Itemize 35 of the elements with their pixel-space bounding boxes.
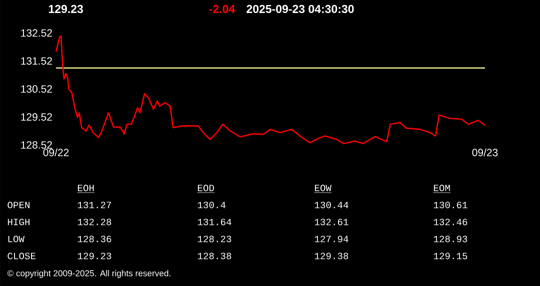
y-tick-label: 129.52 xyxy=(21,113,52,121)
y-tick-label: 130.52 xyxy=(21,85,52,93)
category-label: OPEN xyxy=(8,202,30,208)
chart-subtitle: -2.04 xyxy=(209,4,236,14)
text: 129.23 xyxy=(78,252,112,260)
text: 130.44 xyxy=(314,202,348,208)
text: 128.38 xyxy=(198,252,232,260)
text: 132.46 xyxy=(434,218,468,226)
category-label: CLOSE xyxy=(8,252,36,260)
x-tick-label: 09/23 xyxy=(472,148,498,156)
y-tick-label: 131.52 xyxy=(21,57,52,65)
text: 131.64 xyxy=(198,218,232,226)
text: 130.4 xyxy=(198,202,226,208)
chart-title: 129.23 xyxy=(48,4,83,14)
text: 129.15 xyxy=(434,252,468,260)
text: 132.61 xyxy=(314,218,348,226)
category-label: EOH xyxy=(78,184,94,192)
category-label: EOM xyxy=(434,184,450,192)
category-label: LOW xyxy=(8,236,24,242)
text: 128.36 xyxy=(78,236,112,242)
text: 128.23 xyxy=(198,236,232,242)
category-label: EOD xyxy=(198,184,214,192)
text: 2025-09-23 04:30:30 xyxy=(246,4,354,14)
y-tick-label: 132.52 xyxy=(21,29,52,37)
category-label: EOW xyxy=(314,184,332,192)
text: 129.38 xyxy=(314,252,348,260)
category-label: HIGH xyxy=(8,218,30,226)
x-tick-label: 09/22 xyxy=(43,148,69,156)
text: 131.27 xyxy=(78,202,112,208)
text: 128.93 xyxy=(434,236,468,242)
text: 130.61 xyxy=(434,202,468,208)
text: 127.94 xyxy=(314,236,348,242)
text: 132.28 xyxy=(78,218,112,226)
text: © copyright 2009-2025. All rights reserved. xyxy=(7,270,170,278)
y-tick-label: 128.52 xyxy=(21,141,52,149)
